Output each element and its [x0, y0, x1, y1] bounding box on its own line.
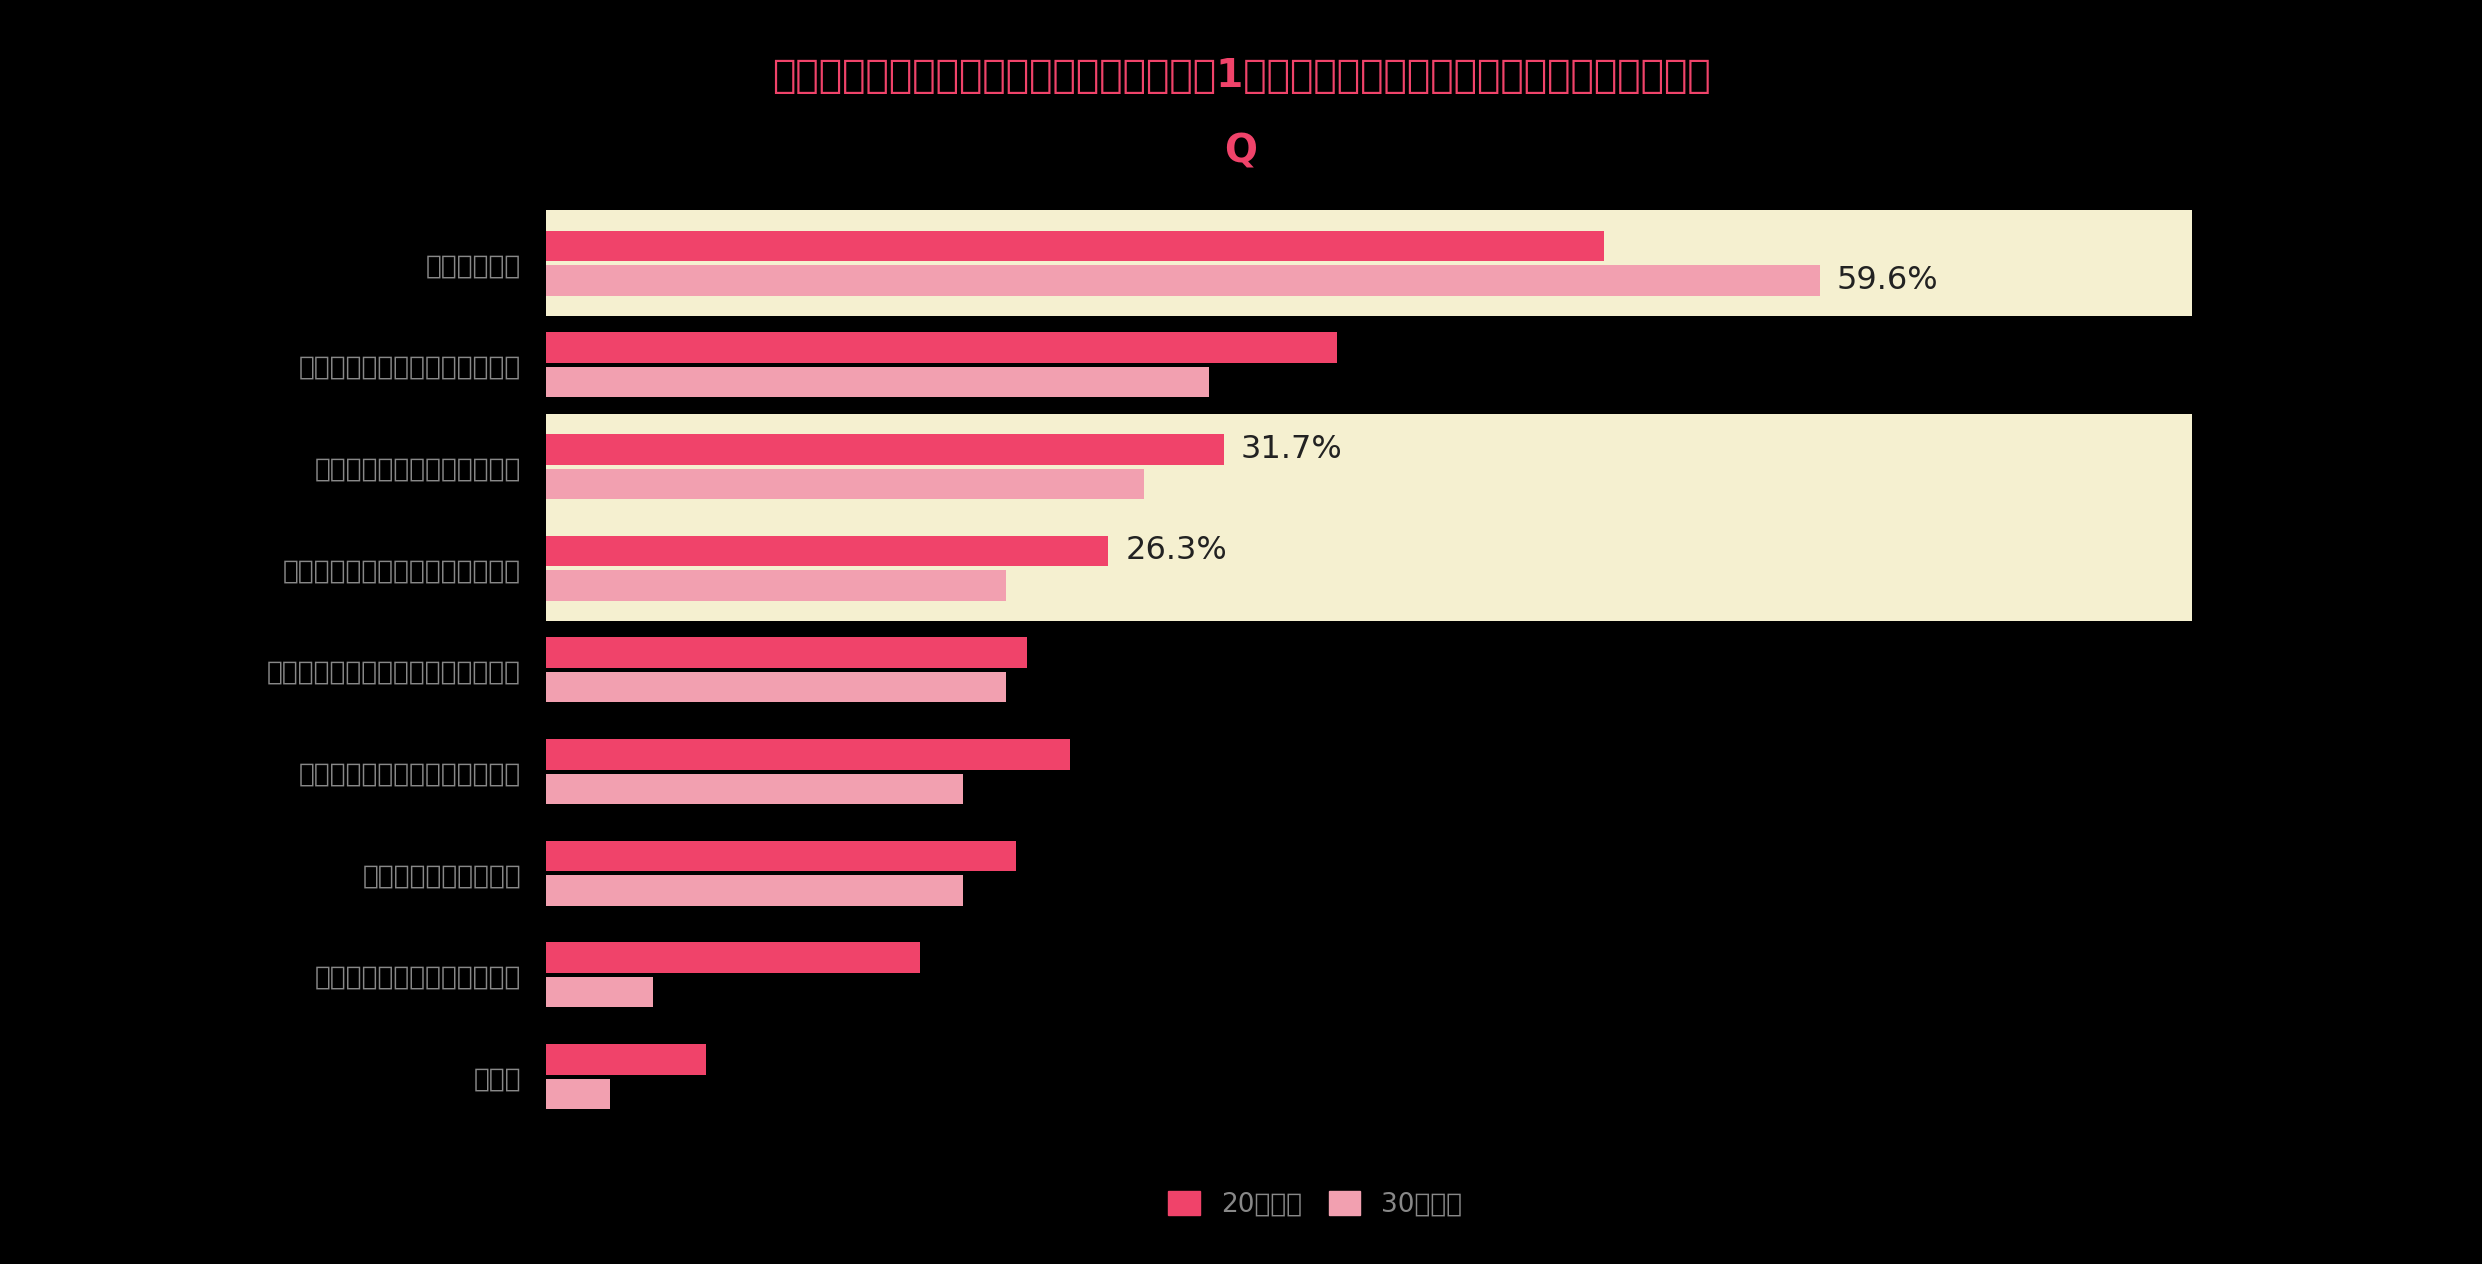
Text: 26.3%: 26.3%	[1124, 536, 1226, 566]
Legend: 20代以下, 30代以上: 20代以下, 30代以上	[1169, 1191, 1462, 1218]
Bar	[546, 875, 963, 906]
Bar	[546, 739, 1070, 770]
Text: 購入する理由は「おいしいから」が全世代1位。「購入派」の若年層はタイパ意識強く。: 購入する理由は「おいしいから」が全世代1位。「購入派」の若年層はタイパ意識強く。	[772, 57, 1710, 95]
Bar	[546, 841, 1015, 871]
FancyBboxPatch shape	[546, 516, 2192, 621]
Bar	[546, 536, 1107, 566]
Bar	[546, 774, 963, 804]
FancyBboxPatch shape	[546, 413, 2192, 520]
Bar	[546, 1078, 611, 1109]
Text: 59.6%: 59.6%	[1837, 265, 1938, 296]
FancyBboxPatch shape	[546, 210, 2192, 316]
Bar	[546, 637, 1028, 667]
Bar	[546, 265, 1819, 296]
Text: 31.7%: 31.7%	[1241, 434, 1343, 465]
Bar	[546, 367, 1209, 397]
Bar	[546, 332, 1338, 363]
Bar	[546, 570, 1005, 600]
Bar	[546, 231, 1603, 262]
Bar	[546, 672, 1005, 703]
Bar	[546, 434, 1224, 465]
Bar	[546, 977, 653, 1007]
Text: Q: Q	[1224, 133, 1258, 171]
Bar	[546, 469, 1144, 499]
Bar	[546, 943, 921, 973]
Bar	[546, 1044, 707, 1074]
